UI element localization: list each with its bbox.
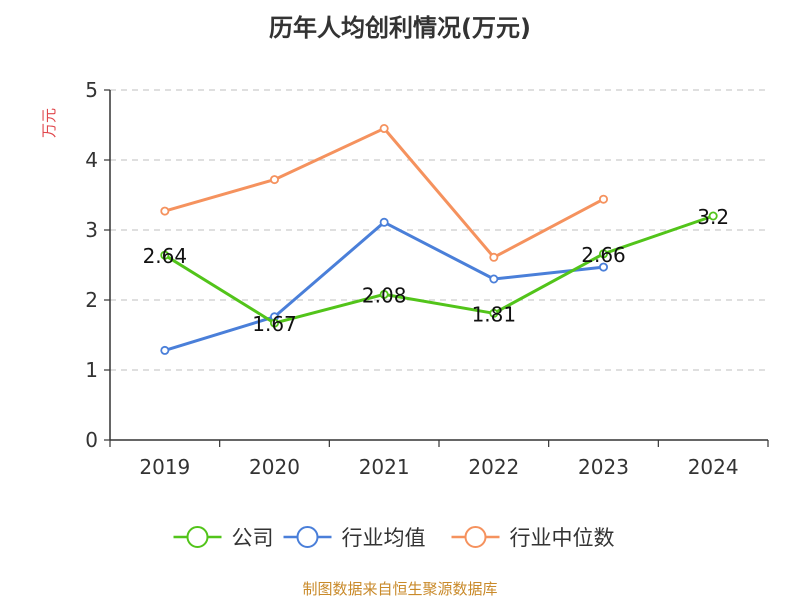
data-label-2023: 2.66 xyxy=(581,243,626,267)
legend-label: 公司 xyxy=(232,526,274,550)
data-label-2024: 3.2 xyxy=(697,205,729,229)
data-point-公司-2019 xyxy=(160,250,170,260)
data-point-行业中位数-2022 xyxy=(489,252,499,262)
data-point-行业中位数-2020 xyxy=(269,175,279,185)
axis-layer: 0 1 2 3 4 5 2019 2020 2021 2022 2023 2024 万元 xyxy=(40,78,769,479)
x-tick-label-2019: 2019 xyxy=(139,455,190,479)
legend-item-行业均值[interactable]: 行业均值 xyxy=(283,526,426,550)
legend-label: 行业中位数 xyxy=(510,526,615,550)
data-point-行业中位数-2019 xyxy=(160,206,170,216)
data-label-2022: 1.81 xyxy=(472,302,517,326)
data-label-2020: 1.67 xyxy=(252,312,297,336)
data-point-公司-2024 xyxy=(708,211,718,221)
data-point-行业中位数-2021 xyxy=(379,124,389,134)
y-tick-label: 1 xyxy=(85,358,98,382)
y-axis-label: 万元 xyxy=(40,108,58,138)
data-point-公司-2020 xyxy=(269,318,279,328)
data-point-公司-2021 xyxy=(379,289,389,299)
legend-marker xyxy=(296,526,319,548)
x-tick-label-2023: 2023 xyxy=(578,455,629,479)
legend-label: 行业均值 xyxy=(342,526,426,550)
y-tick-label: 2 xyxy=(85,288,98,312)
y-tick-label: 3 xyxy=(85,218,98,242)
data-point-行业均值-2023 xyxy=(599,262,609,272)
series-layer xyxy=(160,124,718,355)
chart-title: 历年人均创利情况(万元) xyxy=(269,14,531,42)
data-point-公司-2023 xyxy=(599,249,609,259)
data-point-行业均值-2019 xyxy=(160,345,170,355)
legend-item-公司[interactable]: 公司 xyxy=(173,526,274,550)
x-tick-label-2024: 2024 xyxy=(688,455,739,479)
data-point-行业均值-2021 xyxy=(379,217,389,227)
y-tick-label: 4 xyxy=(85,148,98,172)
legend[interactable]: 公司 行业均值 行业中位数 xyxy=(173,526,615,550)
legend-item-行业中位数[interactable]: 行业中位数 xyxy=(451,526,615,550)
y-tick-label: 0 xyxy=(85,428,98,452)
x-tick-label-2020: 2020 xyxy=(249,455,300,479)
series-line-行业中位数 xyxy=(164,127,605,259)
data-point-行业中位数-2023 xyxy=(599,194,609,204)
data-point-公司-2022 xyxy=(489,308,499,318)
data-label-2019: 2.64 xyxy=(143,244,188,268)
data-point-行业均值-2022 xyxy=(489,274,499,284)
x-tick-label-2022: 2022 xyxy=(468,455,519,479)
series-line-公司 xyxy=(164,214,714,325)
legend-marker xyxy=(186,526,209,548)
data-label-2021: 2.08 xyxy=(362,283,407,307)
x-tick-label-2021: 2021 xyxy=(359,455,410,479)
legend-marker xyxy=(464,526,487,548)
source-footnote: 制图数据来自恒生聚源数据库 xyxy=(302,580,498,598)
label-layer: 2.64 1.67 2.08 1.81 2.66 3.2 xyxy=(143,205,730,336)
y-tick-label: 5 xyxy=(85,78,98,102)
